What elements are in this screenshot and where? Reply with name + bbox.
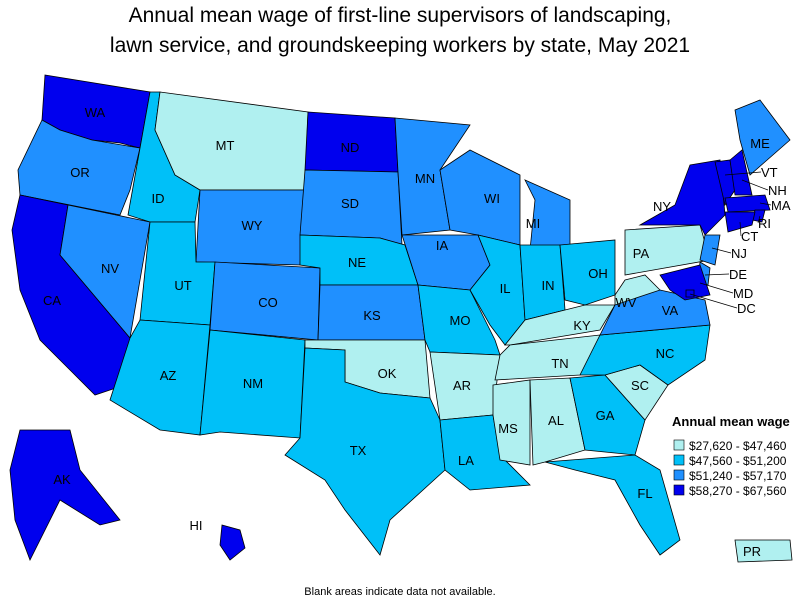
state-label: FL xyxy=(637,486,652,501)
state-label: NV xyxy=(101,261,119,276)
state-label: PA xyxy=(633,246,650,261)
state xyxy=(569,374,646,456)
state xyxy=(734,99,791,176)
state-label: ID xyxy=(152,191,165,206)
title-line: Annual mean wage of first-line superviso… xyxy=(129,4,672,27)
state xyxy=(724,194,771,213)
state-label: ME xyxy=(750,136,770,151)
legend-swatch xyxy=(673,469,685,481)
leader-line xyxy=(724,171,762,176)
state xyxy=(109,319,211,436)
state-label: NY xyxy=(653,199,671,214)
state-label: DC xyxy=(737,301,756,316)
state-label: TX xyxy=(350,443,367,458)
state xyxy=(504,304,616,346)
state-label: VT xyxy=(761,165,778,180)
state-label: KS xyxy=(363,308,381,323)
state-label: OR xyxy=(70,165,90,180)
state-label: MD xyxy=(733,286,753,301)
state xyxy=(685,289,695,298)
state xyxy=(199,329,306,439)
state-label: NJ xyxy=(731,246,747,261)
state-label: IA xyxy=(436,238,449,253)
state-label: MN xyxy=(415,171,435,186)
legend-label: $47,560 - $51,200 xyxy=(689,454,787,468)
state xyxy=(9,429,121,561)
state-label: SC xyxy=(631,378,649,393)
state-label: MS xyxy=(498,421,518,436)
state-label: TN xyxy=(551,356,568,371)
state-label: CA xyxy=(43,293,61,308)
state-label: CT xyxy=(741,229,758,244)
state-label: ND xyxy=(341,140,360,155)
state xyxy=(284,347,446,556)
state-label: UT xyxy=(174,278,191,293)
leader-line xyxy=(741,179,769,191)
state-label: VA xyxy=(662,303,679,318)
state-label: WY xyxy=(242,218,263,233)
state-label: IL xyxy=(500,281,511,296)
state-label: GA xyxy=(596,408,615,423)
state xyxy=(729,149,753,196)
state-label: WA xyxy=(85,105,106,120)
state xyxy=(638,159,726,236)
state-label: MI xyxy=(526,216,540,231)
state xyxy=(524,179,571,251)
leader-line xyxy=(704,273,730,276)
state-label: NE xyxy=(348,255,366,270)
state xyxy=(439,149,521,246)
leader-line xyxy=(711,247,732,254)
state xyxy=(492,379,531,466)
state-label: NC xyxy=(656,346,675,361)
leader-line xyxy=(699,282,734,294)
state-label: IN xyxy=(542,278,555,293)
legend-label: $27,620 - $47,460 xyxy=(689,439,787,453)
leader-line xyxy=(759,202,772,206)
state-label: AR xyxy=(453,378,471,393)
state-label: WV xyxy=(616,295,637,310)
state-label: HI xyxy=(190,518,203,533)
legend-title: Annual mean wage xyxy=(672,414,790,429)
state-label: MA xyxy=(771,198,791,213)
state-label: AZ xyxy=(160,368,177,383)
title-line: lawn service, and groundskeeping workers… xyxy=(110,34,690,57)
state xyxy=(529,377,586,466)
state xyxy=(17,119,141,216)
state-label: LA xyxy=(458,453,474,468)
footnote: Blank areas indicate data not available. xyxy=(304,586,495,598)
state-label: NH xyxy=(768,183,787,198)
legend-label: $58,270 - $67,560 xyxy=(689,484,787,498)
leader-line xyxy=(689,293,738,309)
state xyxy=(699,234,721,266)
legend-swatch xyxy=(673,454,685,466)
state xyxy=(734,539,793,563)
state-label: OK xyxy=(378,366,397,381)
state-label: RI xyxy=(758,216,771,231)
leader-line xyxy=(757,215,761,224)
legend-label: $51,240 - $57,170 xyxy=(689,469,787,483)
state xyxy=(219,524,246,561)
state-label: PR xyxy=(743,544,761,559)
state-label: MT xyxy=(216,138,235,153)
legend-swatch xyxy=(673,484,685,496)
state-label: WI xyxy=(484,191,500,206)
legend-swatch xyxy=(673,439,685,451)
state-label: CO xyxy=(258,295,278,310)
state xyxy=(599,289,711,336)
state-label: NM xyxy=(243,376,263,391)
state xyxy=(544,454,681,556)
state xyxy=(579,324,711,386)
state-label: MO xyxy=(450,313,471,328)
state-label: DE xyxy=(729,267,747,282)
state-label: AL xyxy=(548,413,564,428)
state xyxy=(559,239,616,306)
leader-line xyxy=(739,221,742,237)
state xyxy=(659,264,711,301)
state-label: KY xyxy=(573,318,591,333)
state-label: SD xyxy=(341,196,359,211)
state-label: OH xyxy=(588,266,608,281)
state-label: AK xyxy=(53,472,71,487)
